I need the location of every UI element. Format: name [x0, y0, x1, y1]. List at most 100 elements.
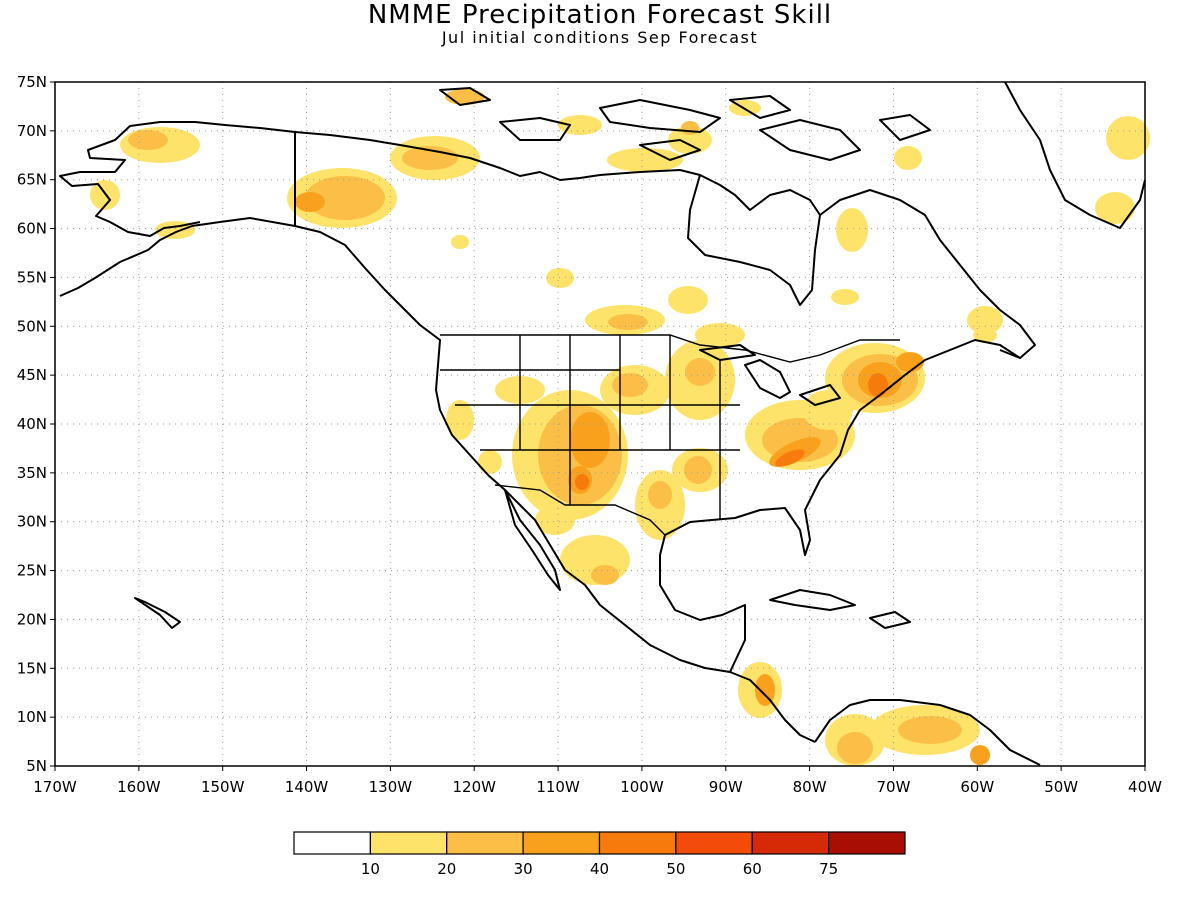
lat-tick-label: 75N [17, 73, 47, 91]
lat-tick-label: 50N [17, 317, 47, 335]
greenland-coast [1004, 81, 1146, 229]
legend-swatch [598, 831, 677, 855]
cuba [769, 589, 856, 611]
lat-tick-label: 65N [17, 171, 47, 189]
hawaii [134, 597, 181, 629]
skill-patch [575, 474, 589, 490]
lon-tick-label: 60W [960, 778, 994, 796]
skill-patch [648, 481, 672, 509]
skill-patch [837, 732, 873, 764]
skill-patch [668, 286, 708, 314]
skill-patch [970, 745, 990, 765]
lon-tick-label: 120W [452, 778, 496, 796]
skill-patch [973, 327, 997, 343]
lat-tick-label: 70N [17, 122, 47, 140]
south-america-north [814, 699, 1041, 766]
skill-patch [1106, 116, 1150, 160]
legend-label: 75 [819, 860, 838, 878]
legend-label: 20 [437, 860, 456, 878]
lon-tick-label: 40W [1128, 778, 1162, 796]
labrador-coast [819, 189, 1036, 359]
latitude-ticks: 5N 10N 15N 20N 25N 30N 35N 40N 45N 50N 55N 60N 65N 70… [17, 73, 55, 775]
lat-tick-label: 15N [17, 659, 47, 677]
skill-patch [894, 146, 922, 170]
legend-swatch [751, 831, 830, 855]
color-legend: 10 20 30 40 50 60 75 [293, 831, 906, 878]
lon-tick-label: 70W [877, 778, 911, 796]
skill-patch [896, 352, 924, 372]
lon-tick-label: 130W [369, 778, 413, 796]
lat-tick-label: 40N [17, 415, 47, 433]
map-title: NMME Precipitation Forecast Skill [367, 0, 833, 30]
skill-patch [1095, 192, 1135, 224]
lat-tick-label: 35N [17, 464, 47, 482]
pacific-coast [294, 225, 731, 673]
hispaniola [869, 611, 911, 629]
lon-tick-label: 140W [285, 778, 329, 796]
legend-label: 60 [743, 860, 762, 878]
skill-patch [755, 674, 775, 706]
skill-patch [295, 192, 325, 212]
lat-tick-label: 25N [17, 562, 47, 580]
skill-patch [831, 289, 859, 305]
lat-tick-label: 30N [17, 513, 47, 531]
skill-patch [570, 412, 610, 468]
skill-patch [967, 306, 1003, 334]
legend-label: 50 [666, 860, 685, 878]
baja-california [504, 489, 561, 591]
longitude-ticks: 170W 160W 150W 140W 130W 120W 110W 100W 90W 80W 70… [33, 766, 1162, 796]
alaska-coast [59, 121, 296, 297]
legend-swatch [369, 831, 448, 855]
lon-tick-label: 170W [33, 778, 77, 796]
skill-patch [558, 115, 602, 135]
lon-tick-label: 110W [536, 778, 580, 796]
legend-label: 10 [361, 860, 380, 878]
us-mexico-border [494, 484, 666, 536]
lon-tick-label: 90W [709, 778, 743, 796]
skill-patch [305, 176, 385, 220]
us-canada-border [440, 334, 900, 363]
skill-patch [668, 126, 712, 154]
skill-patch [681, 121, 699, 135]
lon-tick-label: 80W [793, 778, 827, 796]
legend-label: 30 [514, 860, 533, 878]
lon-tick-label: 150W [201, 778, 245, 796]
skill-patch [535, 505, 575, 535]
legend-swatch [675, 831, 753, 855]
skill-patch [775, 449, 805, 467]
skill-patch [898, 716, 962, 744]
lat-tick-label: 45N [17, 366, 47, 384]
skill-patch [591, 565, 619, 585]
lat-tick-label: 55N [17, 268, 47, 286]
gridlines [55, 82, 1145, 766]
lat-tick-label: 10N [17, 708, 47, 726]
skill-patch [836, 208, 868, 252]
lon-tick-label: 160W [117, 778, 161, 796]
central-america [729, 671, 816, 743]
lon-tick-label: 100W [620, 778, 664, 796]
great-lakes [699, 344, 841, 406]
skill-patch [546, 268, 574, 288]
skill-shading-layer [90, 89, 1150, 766]
us-state-lines [440, 335, 740, 520]
map-subtitle: Jul initial conditions Sep Forecast [441, 28, 759, 47]
lon-tick-label: 50W [1044, 778, 1078, 796]
hudson-bay [687, 174, 821, 306]
lat-tick-label: 60N [17, 220, 47, 238]
legend-label: 40 [590, 860, 609, 878]
skill-patch [684, 456, 712, 484]
legend-swatch [446, 831, 524, 855]
skill-patch [868, 373, 888, 397]
lat-tick-label: 5N [26, 757, 47, 775]
skill-patch [446, 400, 474, 440]
skill-patch [612, 373, 648, 397]
lat-tick-label: 20N [17, 610, 47, 628]
canada-north-coast [294, 131, 701, 181]
skill-patch [128, 130, 168, 150]
skill-patch [478, 450, 502, 474]
coastlines [59, 81, 1146, 766]
arctic-islands [439, 87, 931, 161]
gulf-coast [659, 339, 1021, 673]
skill-patch [451, 235, 469, 249]
